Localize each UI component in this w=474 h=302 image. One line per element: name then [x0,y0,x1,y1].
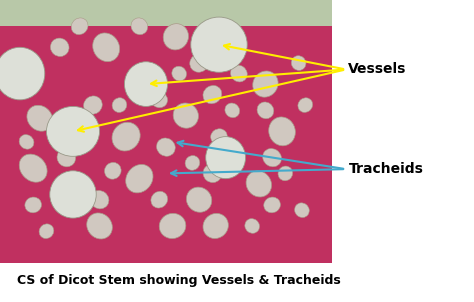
Ellipse shape [104,162,121,179]
Ellipse shape [159,213,186,239]
Ellipse shape [87,213,112,239]
Ellipse shape [0,47,45,100]
Ellipse shape [131,18,148,35]
Ellipse shape [71,18,88,35]
Ellipse shape [50,38,69,56]
Ellipse shape [253,71,278,97]
Ellipse shape [112,98,127,112]
Bar [0,0,332,26]
Ellipse shape [190,54,209,72]
Ellipse shape [246,171,272,197]
Ellipse shape [295,203,309,217]
Ellipse shape [230,65,247,82]
Ellipse shape [210,129,228,144]
Ellipse shape [19,135,34,149]
Ellipse shape [46,106,100,156]
Ellipse shape [50,171,96,218]
Ellipse shape [225,103,240,118]
Ellipse shape [126,165,153,193]
Ellipse shape [203,164,222,183]
Ellipse shape [163,24,189,50]
Ellipse shape [264,197,281,213]
Ellipse shape [83,96,102,114]
Text: Tracheids: Tracheids [348,162,423,176]
Ellipse shape [27,105,53,131]
Ellipse shape [206,137,246,179]
Ellipse shape [203,214,228,239]
Ellipse shape [173,103,199,128]
Ellipse shape [90,191,109,209]
Ellipse shape [278,166,292,181]
Ellipse shape [93,33,119,62]
Ellipse shape [263,149,282,167]
Ellipse shape [172,66,186,81]
Text: Vessels: Vessels [348,63,407,76]
Ellipse shape [19,154,47,182]
Ellipse shape [156,138,175,156]
Ellipse shape [257,102,274,119]
Ellipse shape [292,56,306,70]
Ellipse shape [124,62,168,106]
Ellipse shape [298,98,313,112]
Ellipse shape [191,17,247,72]
Ellipse shape [203,85,222,104]
Text: CS of Dicot Stem showing Vessels & Tracheids: CS of Dicot Stem showing Vessels & Trach… [17,274,341,287]
Ellipse shape [39,224,54,239]
Ellipse shape [186,187,212,212]
Ellipse shape [151,92,168,108]
Ellipse shape [245,219,259,233]
Ellipse shape [112,122,140,151]
Ellipse shape [57,149,76,167]
Ellipse shape [269,117,295,146]
Ellipse shape [25,197,42,213]
Ellipse shape [151,191,168,208]
Ellipse shape [185,156,200,170]
